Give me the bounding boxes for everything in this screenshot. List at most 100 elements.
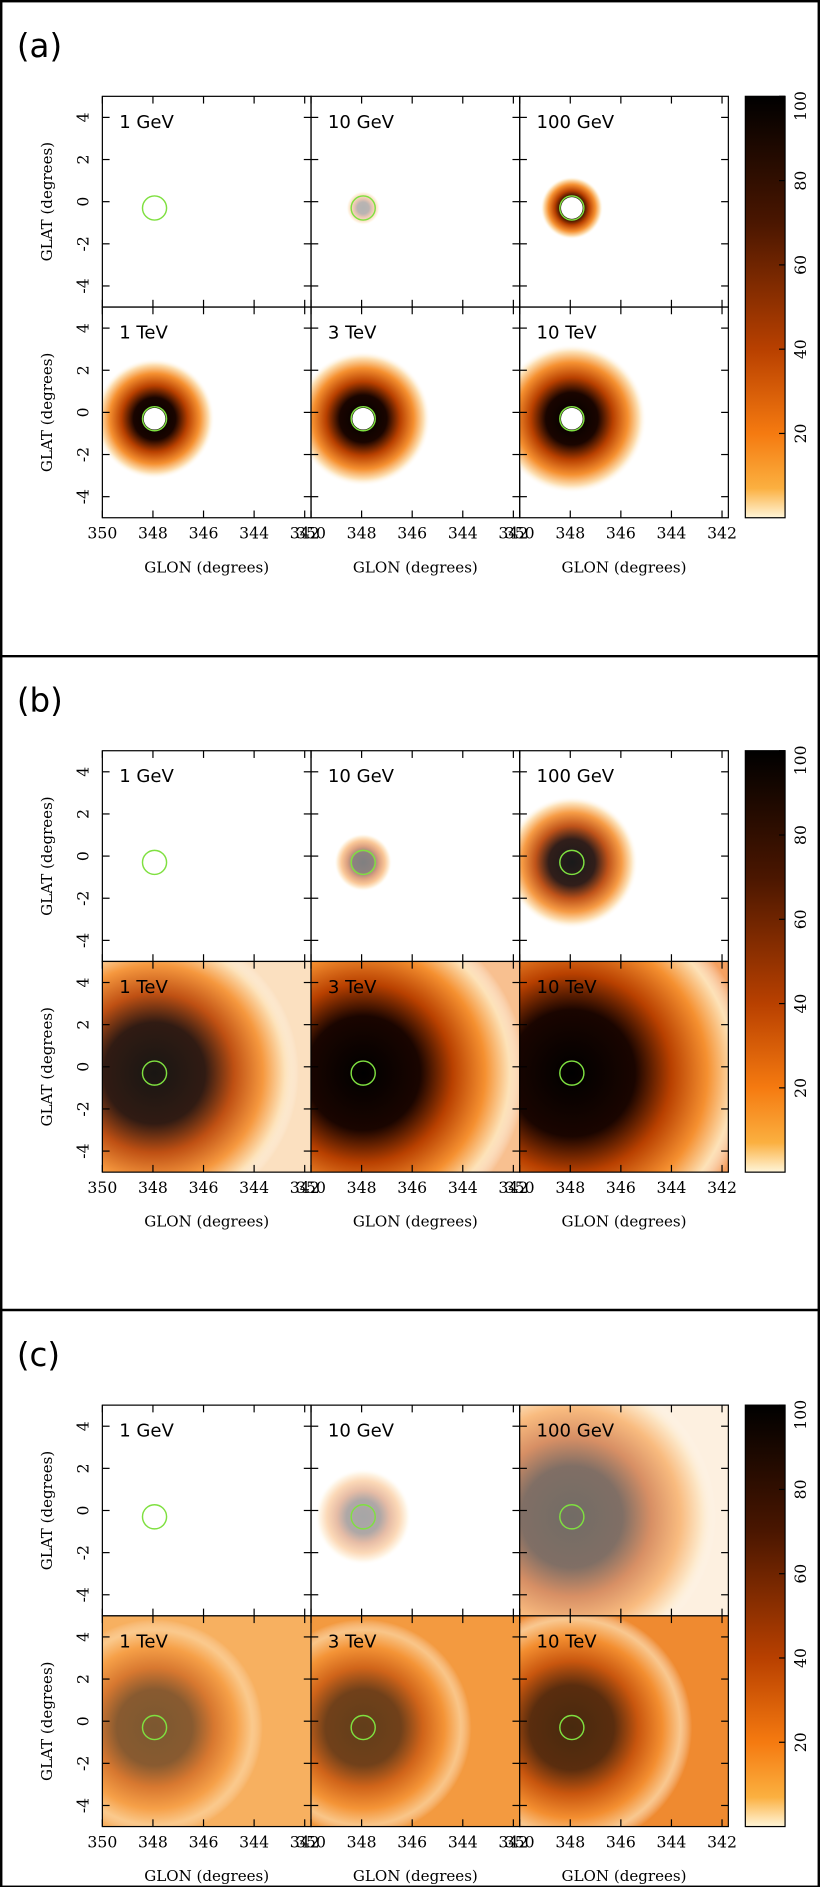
colorbar-label: 100 bbox=[791, 91, 810, 121]
colorbar-label: 80 bbox=[791, 825, 810, 845]
source-circle bbox=[559, 1714, 585, 1741]
heat-blob bbox=[102, 961, 299, 1173]
energy-label: 100 GeV bbox=[537, 766, 615, 787]
x-tick-label: 344 bbox=[657, 524, 687, 543]
y-tick-label: 0 bbox=[73, 851, 92, 861]
y-tick-label: 2 bbox=[73, 1463, 92, 1473]
colorbar-label: 20 bbox=[791, 1078, 810, 1098]
y-tick-label: -2 bbox=[73, 1101, 92, 1116]
x-tick-label: 346 bbox=[189, 524, 219, 543]
heat-blob bbox=[519, 1615, 693, 1827]
heat-blob bbox=[102, 1619, 263, 1827]
heat-blob bbox=[311, 961, 520, 1173]
x-tick-label: 350 bbox=[505, 524, 535, 543]
heatmap bbox=[311, 351, 431, 487]
x-tick-label: 350 bbox=[505, 1178, 535, 1197]
energy-label: 3 TeV bbox=[328, 977, 377, 998]
mask bbox=[352, 407, 375, 430]
y-axis-label: GLAT (degrees) bbox=[38, 1661, 56, 1781]
x-tick-label: 346 bbox=[397, 1832, 427, 1851]
x-tick-label: 350 bbox=[296, 1178, 326, 1197]
heatmap bbox=[141, 1504, 168, 1530]
energy-label: 100 GeV bbox=[537, 1421, 615, 1442]
y-tick-label: -2 bbox=[73, 1756, 92, 1771]
colorbar-label: 40 bbox=[791, 1648, 810, 1668]
colorbar-label: 20 bbox=[791, 424, 810, 444]
energy-label: 10 TeV bbox=[537, 977, 598, 998]
x-tick-label: 342 bbox=[498, 1832, 528, 1851]
colorbar-label: 100 bbox=[791, 745, 810, 775]
heatmap bbox=[519, 796, 639, 929]
panel-label: (b) bbox=[17, 682, 63, 720]
x-axis-label: GLON (degrees) bbox=[562, 1213, 687, 1231]
y-axis-label: GLAT (degrees) bbox=[38, 796, 56, 916]
x-tick-label: 342 bbox=[290, 1178, 320, 1197]
x-tick-label: 342 bbox=[498, 1178, 528, 1197]
y-tick-label: -4 bbox=[73, 278, 92, 293]
y-tick-label: -4 bbox=[73, 933, 92, 948]
x-tick-label: 344 bbox=[239, 1178, 269, 1197]
x-tick-label: 342 bbox=[707, 1178, 737, 1197]
heatmap bbox=[311, 1615, 520, 1827]
x-tick-label: 346 bbox=[606, 1832, 636, 1851]
heat-blob bbox=[519, 1405, 717, 1616]
x-axis-label: GLON (degrees) bbox=[353, 558, 478, 576]
source-circle bbox=[141, 1504, 168, 1530]
x-axis-label: GLON (degrees) bbox=[144, 1867, 269, 1885]
y-tick-label: 4 bbox=[73, 767, 92, 777]
colorbar bbox=[744, 95, 786, 519]
x-tick-label: 342 bbox=[290, 524, 320, 543]
y-tick-label: -4 bbox=[73, 1798, 92, 1813]
x-axis-label: GLON (degrees) bbox=[144, 1213, 269, 1231]
y-tick-label: 4 bbox=[73, 112, 92, 122]
colorbar-label: 40 bbox=[791, 994, 810, 1014]
x-tick-label: 348 bbox=[138, 1178, 168, 1197]
heatmap bbox=[519, 344, 647, 494]
energy-label: 10 GeV bbox=[328, 1421, 395, 1442]
energy-label: 1 TeV bbox=[119, 1631, 168, 1652]
heatmap bbox=[102, 961, 312, 1173]
y-tick-label: 0 bbox=[73, 197, 92, 207]
heatmap bbox=[334, 833, 393, 892]
heatmap bbox=[102, 358, 215, 479]
heatmap bbox=[519, 961, 729, 1173]
x-tick-label: 350 bbox=[296, 1832, 326, 1851]
y-axis-label: GLAT (degrees) bbox=[38, 1007, 56, 1127]
x-tick-label: 346 bbox=[397, 524, 427, 543]
energy-label: 1 TeV bbox=[119, 977, 168, 998]
energy-label: 3 TeV bbox=[328, 323, 377, 344]
y-tick-label: 2 bbox=[73, 365, 92, 375]
source-circle bbox=[559, 1504, 585, 1530]
heat-blob bbox=[334, 833, 393, 892]
colorbar-label: 80 bbox=[791, 171, 810, 191]
x-tick-label: 346 bbox=[606, 524, 636, 543]
source-circle bbox=[559, 849, 585, 876]
source-circle bbox=[141, 849, 168, 876]
energy-label: 100 GeV bbox=[537, 112, 615, 133]
energy-label: 1 GeV bbox=[119, 766, 174, 787]
x-tick-label: 348 bbox=[347, 524, 377, 543]
y-axis-label: GLAT (degrees) bbox=[38, 1451, 56, 1571]
source-circle bbox=[350, 195, 376, 221]
x-tick-label: 348 bbox=[555, 1178, 585, 1197]
x-tick-label: 342 bbox=[707, 1832, 737, 1851]
panel-label: (c) bbox=[17, 1336, 60, 1374]
y-tick-label: -2 bbox=[73, 891, 92, 906]
energy-label: 1 GeV bbox=[119, 1421, 174, 1442]
y-tick-label: 4 bbox=[73, 1421, 92, 1431]
x-tick-label: 346 bbox=[397, 1178, 427, 1197]
energy-label: 1 GeV bbox=[119, 112, 174, 133]
x-tick-label: 346 bbox=[189, 1832, 219, 1851]
y-tick-label: 4 bbox=[73, 1632, 92, 1642]
x-tick-label: 348 bbox=[138, 524, 168, 543]
energy-label: 3 TeV bbox=[328, 1631, 377, 1652]
heat-blob bbox=[315, 1468, 412, 1565]
heat-blob bbox=[311, 1619, 472, 1827]
heatmap bbox=[315, 1468, 412, 1565]
colorbar-label: 60 bbox=[791, 1564, 810, 1584]
source-circle bbox=[350, 405, 376, 432]
colorbar-label: 80 bbox=[791, 1479, 810, 1499]
heatmap bbox=[102, 1615, 312, 1827]
y-tick-label: -2 bbox=[73, 447, 92, 462]
